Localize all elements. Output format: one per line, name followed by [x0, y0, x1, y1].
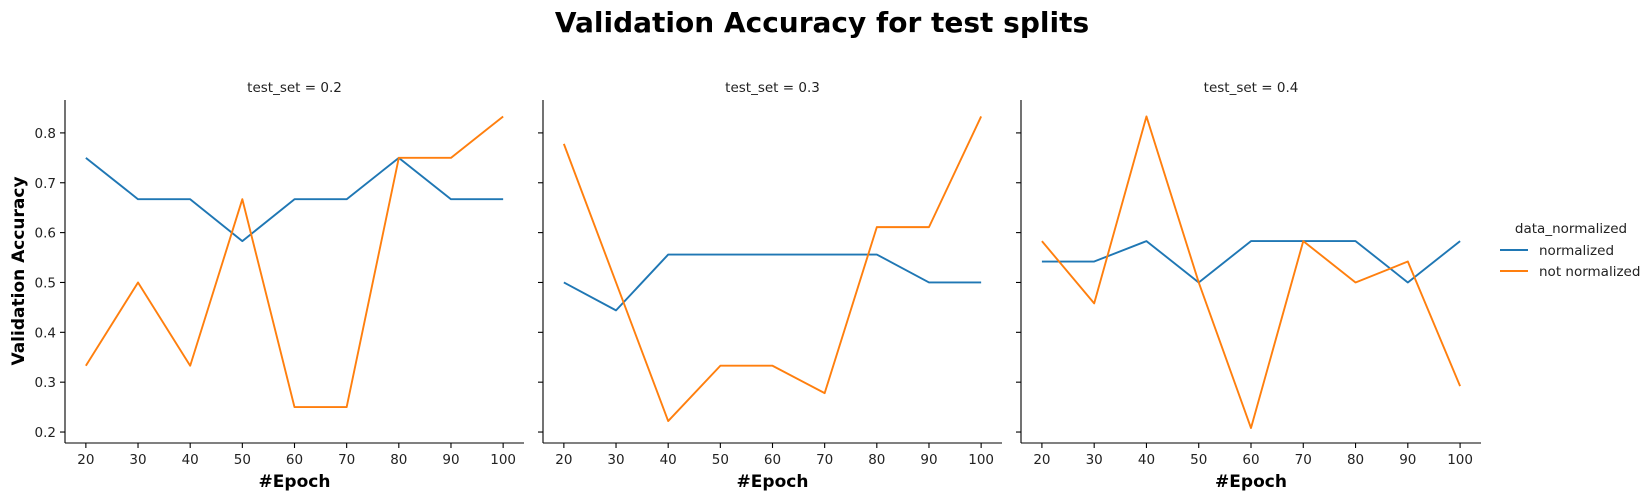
y-tick-label: 0.5 [35, 275, 56, 291]
y-tick-label: 0.4 [35, 325, 56, 341]
legend: data_normalized normalized not normalized [1500, 221, 1640, 280]
series-line-not-normalized [1041, 115, 1461, 429]
x-tick-label: 50 [712, 452, 729, 468]
x-tick-label: 60 [1242, 452, 1259, 468]
facet-title: test_set = 0.3 [725, 80, 820, 96]
x-axis-label: #Epoch [1215, 472, 1287, 492]
series-line-not-normalized [85, 115, 504, 409]
x-tick-label: 20 [555, 452, 572, 468]
x-tick-label: 100 [490, 452, 516, 468]
facet-panel: test_set = 0.4 20 30 40 50 60 70 80 90 100 #Epoch [1016, 80, 1481, 492]
x-tick-label: 60 [286, 452, 303, 468]
chart-title: Validation Accuracy for test splits [555, 6, 1089, 39]
x-tick-label: 90 [442, 452, 459, 468]
x-tick-label: 70 [816, 452, 833, 468]
x-tick-label: 60 [764, 452, 781, 468]
x-tick-label: 70 [1295, 452, 1312, 468]
facets: test_set = 0.2 0.2 0.3 0.4 0.5 0.6 0.7 0.8 20 30 4… [35, 80, 1481, 492]
x-tick-label: 80 [868, 452, 885, 468]
facet-title: test_set = 0.4 [1204, 80, 1299, 96]
x-tick-label: 100 [1447, 452, 1473, 468]
series-line-normalized [563, 253, 982, 312]
x-tick-label: 20 [1033, 452, 1050, 468]
x-tick-label: 50 [1190, 452, 1207, 468]
series-line-not-normalized [562, 116, 982, 423]
y-tick-label: 0.7 [35, 176, 56, 192]
legend-title: data_normalized [1515, 221, 1627, 237]
x-tick-label: 40 [1138, 452, 1155, 468]
x-axis-label: #Epoch [737, 472, 809, 492]
x-tick-label: 30 [1086, 452, 1103, 468]
x-tick-label: 20 [77, 452, 94, 468]
y-axis-label: Validation Accuracy [9, 176, 29, 365]
facet-title: test_set = 0.2 [247, 80, 342, 96]
x-tick-label: 70 [338, 452, 355, 468]
x-tick-label: 100 [968, 452, 994, 468]
x-axis-label: #Epoch [259, 472, 331, 492]
x-tick-label: 40 [182, 452, 199, 468]
x-tick-label: 80 [1347, 452, 1364, 468]
y-tick-label: 0.8 [35, 126, 56, 142]
series-line-normalized [1041, 240, 1461, 284]
y-tick-label: 0.2 [35, 425, 56, 441]
x-tick-label: 80 [390, 452, 407, 468]
x-tick-label: 90 [920, 452, 937, 468]
series-line-normalized [85, 156, 504, 243]
facet-panel: test_set = 0.3 20 30 40 50 60 70 80 90 100 #Epoch [538, 80, 1002, 492]
facet-panel: test_set = 0.2 0.2 0.3 0.4 0.5 0.6 0.7 0.8 20 30 4… [35, 80, 524, 492]
x-tick-label: 40 [660, 452, 677, 468]
y-tick-label: 0.6 [35, 226, 56, 242]
x-tick-label: 30 [607, 452, 624, 468]
x-tick-label: 90 [1399, 452, 1416, 468]
legend-label: normalized [1539, 243, 1614, 259]
y-tick-label: 0.3 [35, 375, 56, 391]
x-tick-label: 30 [129, 452, 146, 468]
x-tick-label: 50 [234, 452, 251, 468]
legend-label: not normalized [1539, 264, 1640, 280]
